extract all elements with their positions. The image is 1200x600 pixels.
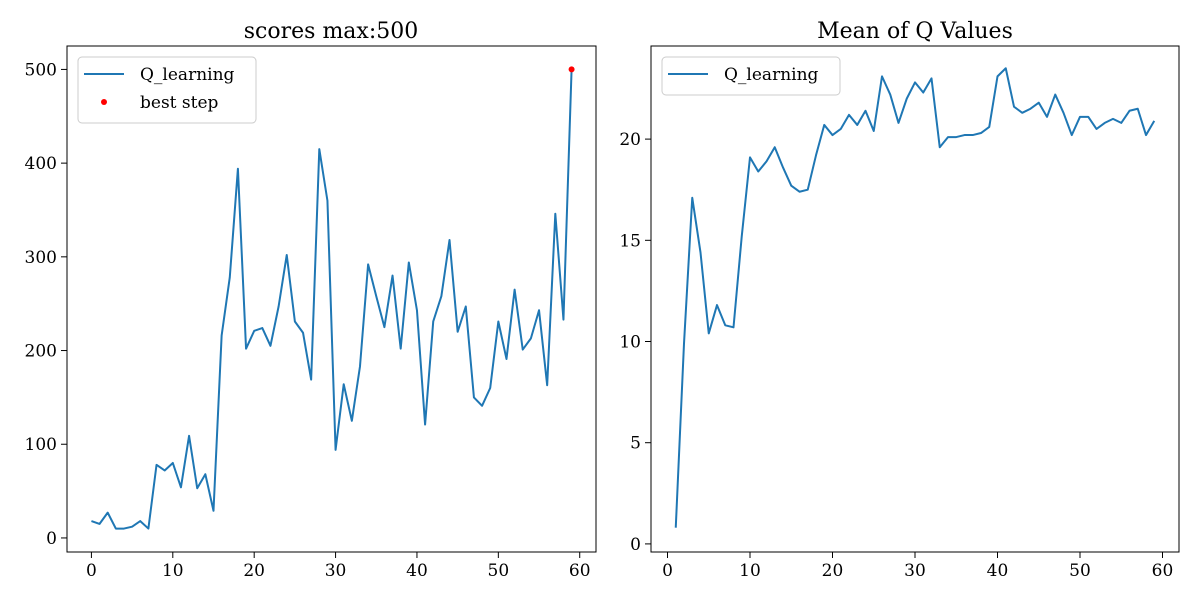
x-tick-label: 60 <box>569 561 591 581</box>
series-line <box>91 69 573 530</box>
plot-area <box>674 67 1156 528</box>
x-tick-label: 20 <box>243 561 265 581</box>
y-tick-label: 200 <box>25 342 57 362</box>
y-tick-label: 10 <box>619 333 641 353</box>
y-tick-label: 500 <box>25 60 57 80</box>
x-tick-label: 0 <box>662 561 673 581</box>
y-tick-label: 300 <box>25 248 57 268</box>
legend-label: Q_learning <box>140 65 235 85</box>
x-tick-label: 50 <box>488 561 510 581</box>
y-tick-label: 100 <box>25 435 57 455</box>
x-tick-label: 40 <box>987 561 1009 581</box>
legend-label: Q_learning <box>724 65 819 85</box>
tick-group: 0 10 20 30 40 50 60 0 100 200 300 400 500 <box>25 60 591 581</box>
chart-scores: scores max:500 0 10 20 30 40 50 60 0 100 200 300 40… <box>25 19 597 581</box>
y-tick-label: 5 <box>630 434 641 454</box>
x-tick-label: 60 <box>1152 561 1174 581</box>
y-tick-label: 20 <box>619 130 641 150</box>
x-tick-label: 30 <box>325 561 347 581</box>
best-step-point <box>568 66 575 73</box>
chart-title: scores max:500 <box>244 19 418 44</box>
x-tick-label: 30 <box>904 561 926 581</box>
legend-frame <box>661 56 841 96</box>
axes-frame <box>66 45 597 553</box>
series-line <box>674 67 1156 528</box>
y-tick-label: 0 <box>630 535 641 555</box>
y-tick-label: 15 <box>619 231 641 251</box>
legend: Q_learning <box>661 56 841 96</box>
legend-label: best step <box>140 93 219 113</box>
plot-area <box>91 66 575 530</box>
chart-title: Mean of Q Values <box>817 19 1013 44</box>
x-tick-label: 50 <box>1069 561 1091 581</box>
y-tick-label: 400 <box>25 154 57 174</box>
x-tick-label: 10 <box>162 561 184 581</box>
x-tick-label: 20 <box>822 561 844 581</box>
tick-group: 0 10 20 30 40 50 60 0 5 10 15 20 <box>619 130 1173 581</box>
axes-frame <box>650 45 1180 553</box>
x-tick-label: 40 <box>406 561 428 581</box>
x-tick-label: 10 <box>739 561 761 581</box>
legend-marker <box>101 99 107 105</box>
y-tick-label: 0 <box>46 529 57 549</box>
x-tick-label: 0 <box>86 561 97 581</box>
chart-mean-q-values: Mean of Q Values 0 10 20 30 40 50 60 0 5 10 15 20 Q… <box>619 19 1180 581</box>
